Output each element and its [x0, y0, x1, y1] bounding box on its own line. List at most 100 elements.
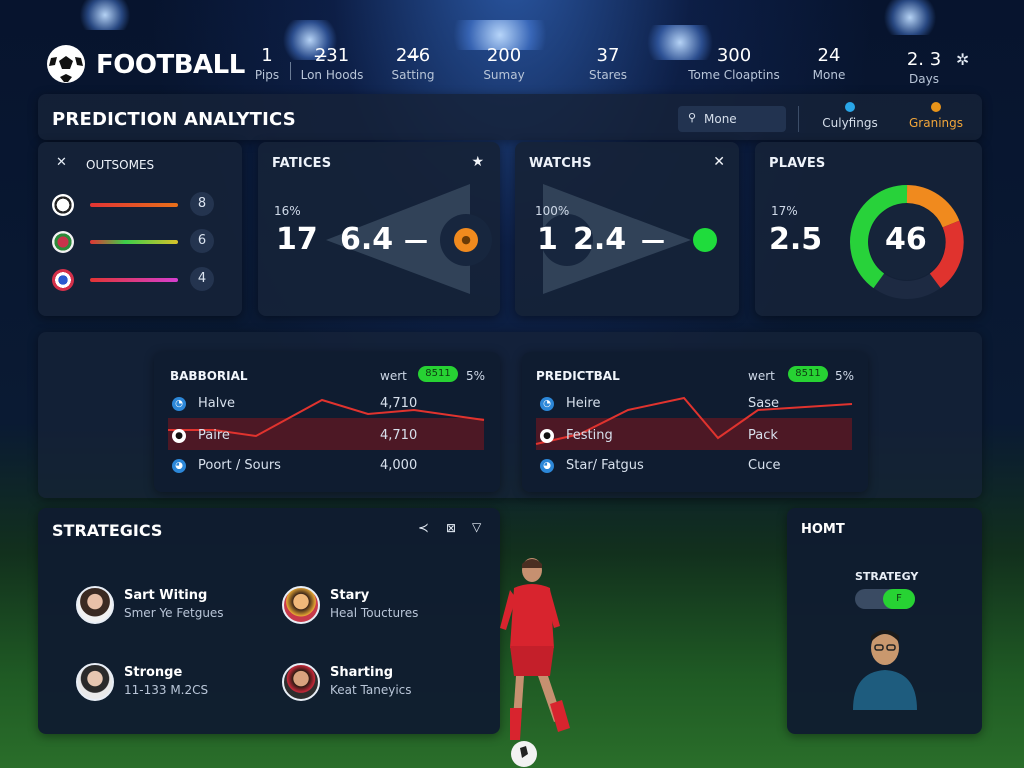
table-row[interactable]: ● Paire 4,710 [172, 424, 482, 450]
outcomes-card: ✕ OUTSOMES 8 6 4 [38, 142, 242, 316]
avatar [282, 586, 320, 624]
gauge-arc-green [850, 185, 908, 289]
granings-icon [931, 102, 941, 112]
topnav-item-tome-cloaptins[interactable]: 300 Tome Cloaptins [688, 45, 780, 83]
culyfings-icon [845, 102, 855, 112]
plaves-card: PLAVES 17% 2.5 46 [755, 142, 982, 316]
outcome-row[interactable]: 4 [52, 267, 232, 293]
wedge-graphic [541, 184, 691, 294]
football-icon [52, 194, 74, 216]
settings-icon[interactable]: ✲ [956, 50, 970, 69]
person-card[interactable]: Sart Witing Smer Ye Fetgues [76, 586, 276, 626]
person-card[interactable]: Stronge 11-133 M.2CS [76, 663, 276, 703]
outcome-value: 6 [190, 229, 214, 253]
outcome-row[interactable]: 8 [52, 192, 232, 218]
outcome-value: 4 [190, 267, 214, 291]
homt-title: HOMT [801, 522, 845, 537]
watchs-pct: 100% [535, 204, 570, 218]
fatices-right-value: 6.4 [340, 222, 394, 257]
avatar [282, 663, 320, 701]
fatices-status-dot[interactable]: ● [454, 228, 478, 252]
gauge-arc-orange [906, 185, 960, 228]
strategy-toggle[interactable]: F [855, 589, 915, 609]
table-row[interactable]: ● Festing Pack [540, 424, 850, 450]
homt-card: HOMT STRATEGY F [787, 508, 982, 734]
topnav-item-mone[interactable]: 24 Mone [812, 45, 846, 83]
table-left-card: BABBORIAL wert 8511 5% ◔ Halve 4,710 ● P… [154, 352, 500, 492]
chevron-down-icon[interactable]: ▽ [472, 520, 482, 534]
stadium-light [440, 20, 560, 50]
highlight-band [168, 418, 484, 450]
table-left-mid: wert [380, 369, 407, 383]
close-icon[interactable]: ✕ [56, 155, 67, 170]
plaves-value: 2.5 [769, 222, 823, 257]
prediction-header: PREDICTION ANALYTICS ⚲ Mone Culyfings Gr… [38, 94, 982, 140]
outcomes-title: OUTSOMES [86, 158, 155, 172]
outcome-row[interactable]: 6 [52, 229, 232, 255]
football-icon: ● [540, 429, 554, 443]
fatices-card: FATICES ★ 16% 17 6.4 — ● [258, 142, 500, 316]
table-row[interactable]: ◔ Heire Sase [540, 392, 850, 418]
gauge-value: 46 [885, 222, 927, 257]
strategics-title: STRATEGICS [52, 521, 163, 540]
topnav-divider [290, 62, 291, 80]
pin-icon: ⚲ [688, 111, 697, 124]
tab-culyfings[interactable]: Culyfings [814, 102, 886, 134]
table-right-mid: wert [748, 369, 775, 383]
outcome-value: 8 [190, 192, 214, 216]
star-icon[interactable]: ★ [471, 154, 484, 170]
table-right-title: PREDICTBAL [536, 369, 620, 383]
row-icon: ◕ [172, 459, 186, 473]
team-crest-icon [52, 269, 74, 291]
watchs-card: WATCHS ✕ 100% 1 2.4 — [515, 142, 739, 316]
location-value: Mone [704, 112, 737, 126]
table-row[interactable]: ◕ Star/ Fatgus Cuce [540, 454, 850, 480]
topnav-item-satting[interactable]: 24̶6 Satting [391, 45, 435, 83]
plaves-pct: 17% [771, 204, 798, 218]
topnav-item-days[interactable]: 2. 3 Days [906, 49, 942, 87]
close-icon[interactable]: ✕ [713, 154, 725, 170]
topnav-item-lon-hoods[interactable]: 2̶31 Lon Hoods [300, 45, 364, 83]
topnav-item-pips[interactable]: 1 Pips [254, 45, 280, 83]
plaves-title: PLAVES [769, 156, 826, 171]
table-right-pct: 5% [835, 369, 855, 383]
football-icon: ● [172, 429, 186, 443]
table-right-card: PREDICTBAL wert 8511 5% ◔ Heire Sase ● F… [522, 352, 868, 492]
expand-icon[interactable]: ⊠ [446, 521, 457, 535]
watchs-title: WATCHS [529, 156, 592, 171]
coach-avatar [853, 630, 917, 710]
outcome-bar [90, 240, 178, 244]
watchs-dash: — [641, 226, 665, 254]
table-row[interactable]: ◕ Poort / Sours 4,000 [172, 454, 482, 480]
stadium-light [280, 20, 340, 60]
stadium-light [640, 25, 720, 60]
location-dropdown[interactable]: ⚲ Mone [678, 106, 786, 132]
topnav-item-stares[interactable]: 37 Stares [589, 45, 627, 83]
table-row[interactable]: ◔ Halve 4,710 [172, 392, 482, 418]
toggle-knob: F [883, 589, 915, 609]
person-card[interactable]: Stary Heal Touctures [282, 586, 482, 626]
outcome-bar [90, 203, 178, 207]
fatices-left-value: 17 [276, 222, 318, 257]
stadium-light [75, 0, 135, 30]
player-illustration [500, 558, 570, 767]
table-left-pill[interactable]: 8511 [418, 366, 458, 382]
person-card[interactable]: Sharting Keat Taneyics [282, 663, 482, 703]
table-right-pill[interactable]: 8511 [788, 366, 828, 382]
table-left-title: BABBORIAL [170, 369, 248, 383]
row-icon: ◔ [540, 397, 554, 411]
share-icon[interactable]: ≺ [418, 521, 429, 536]
watchs-status-dot[interactable] [693, 228, 717, 252]
stadium-light [880, 0, 940, 35]
table-left-pct: 5% [466, 369, 486, 383]
highlight-band [536, 418, 852, 450]
watchs-right-value: 2.4 [573, 222, 627, 257]
avatar [76, 663, 114, 701]
football-icon [47, 45, 85, 83]
topnav-item-sumay[interactable]: 200 Sumay [483, 45, 525, 83]
trend-line [535, 396, 853, 445]
page-title: PREDICTION ANALYTICS [52, 109, 296, 130]
watchs-left-value: 1 [537, 222, 558, 257]
strategy-label: STRATEGY [855, 570, 919, 583]
tab-granings[interactable]: Granings [900, 102, 972, 134]
